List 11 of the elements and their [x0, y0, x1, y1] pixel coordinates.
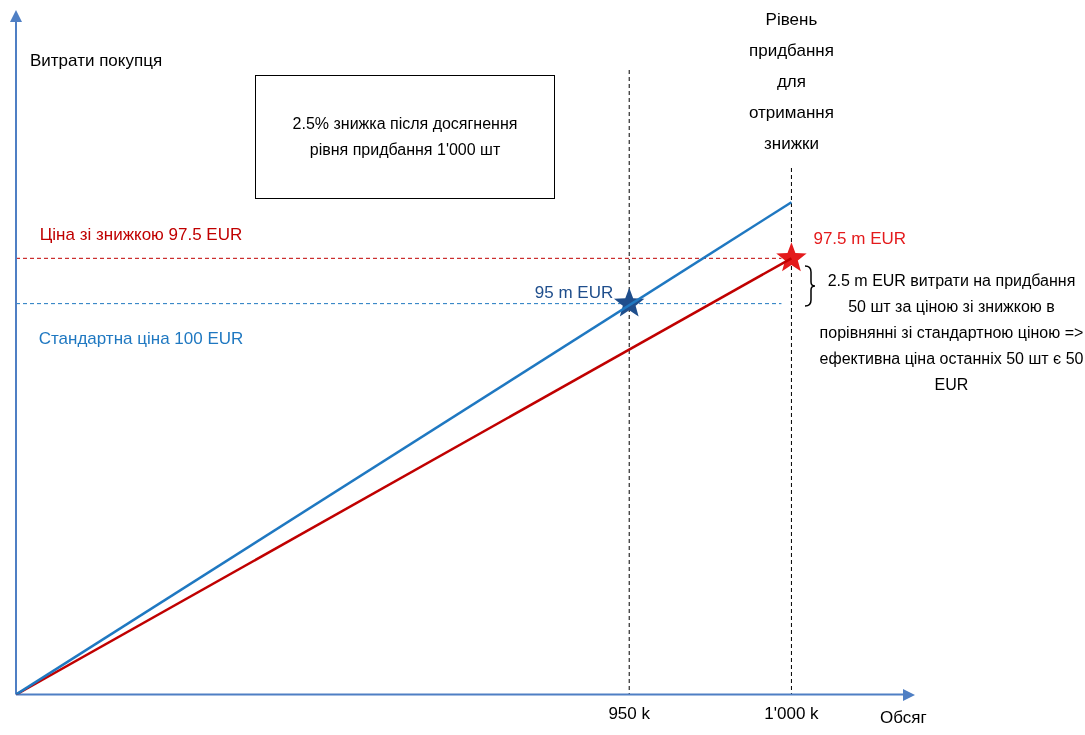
text: 2.5% знижка після досягнення рівня придбання 1'000 шт: [255, 75, 555, 199]
x-tick-label: 950 k: [608, 704, 651, 724]
annotation: 97.5 m EUR: [813, 229, 907, 249]
ref-line-label: Рівень придбання для отримання знижки: [748, 10, 834, 153]
x-tick-label: 1'000 k: [764, 704, 820, 724]
text: Витрати покупця: [30, 50, 163, 72]
annotation: 95 m EUR: [534, 282, 614, 302]
ref-line-label: Стандартна ціна 100 EUR: [38, 328, 244, 348]
ref-line-label: Ціна зі знижкою 97.5 EUR: [39, 225, 243, 245]
annotation: 2.5 m EUR витрати на придбання 50 шт за ціною зі знижкою в порівнянні зі стандартною ціною => ефективна ціна останніх 50 шт є 50 EUR: [818, 271, 1085, 395]
x-axis-title: Обсяг: [880, 707, 927, 727]
